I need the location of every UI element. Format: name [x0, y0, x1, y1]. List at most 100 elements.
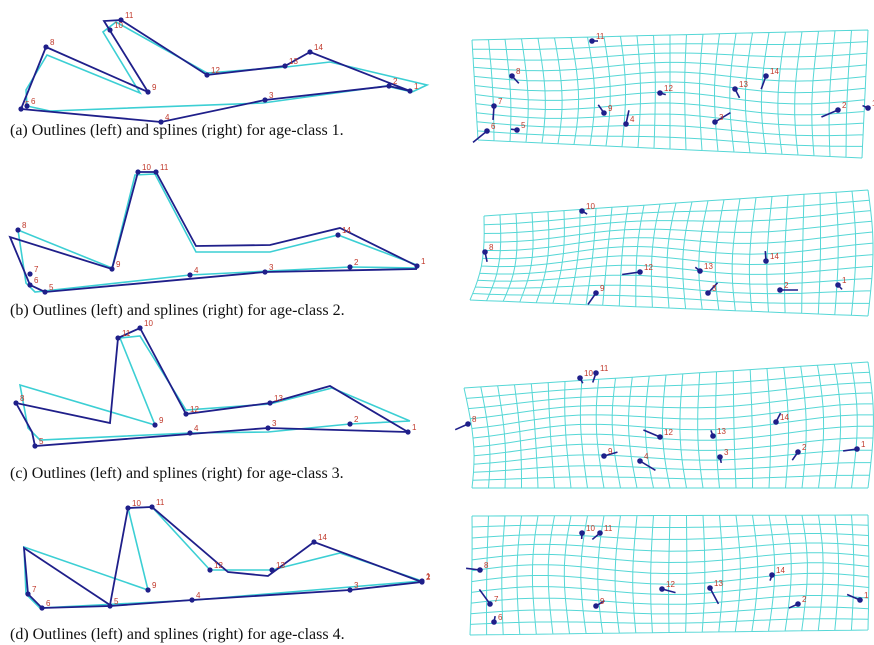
landmark-vector — [639, 460, 656, 471]
landmark-label: 2 — [426, 573, 431, 582]
landmark-dot — [187, 430, 193, 436]
landmark-dot — [419, 578, 425, 584]
landmark-label: 10 — [586, 202, 595, 211]
spline-grid-1 — [469, 189, 874, 317]
landmark-label: 14 — [780, 413, 789, 422]
landmark-dot — [637, 269, 643, 275]
landmark-label: 2 — [784, 281, 789, 290]
landmark-label: 1 — [412, 423, 417, 432]
landmark-dot — [465, 421, 471, 427]
landmark-label: 4 — [630, 115, 635, 124]
landmark-label: 13 — [714, 579, 723, 588]
landmark-label: 13 — [704, 262, 713, 271]
landmark-label: 8 — [472, 415, 477, 424]
landmark-dot — [657, 90, 663, 96]
landmark-label: 3 — [269, 91, 274, 100]
landmark-dot — [189, 597, 195, 603]
landmark-dot — [262, 269, 268, 275]
landmark-label: 4 — [196, 591, 201, 600]
landmark-dot — [311, 539, 317, 545]
landmark-label: 9 — [600, 597, 605, 606]
panel-c — [14, 326, 411, 447]
landmark-dot — [125, 505, 131, 511]
landmark-dot — [795, 601, 801, 607]
landmark-vector — [714, 112, 731, 123]
landmark-label: 9 — [152, 581, 157, 590]
landmark-dot — [763, 258, 769, 264]
landmark-dot — [115, 335, 121, 341]
landmark-label: 12 — [666, 580, 675, 589]
landmark-dot — [158, 119, 164, 125]
landmark-label: 2 — [802, 443, 807, 452]
landmark-vector — [472, 130, 488, 143]
landmark-dot — [835, 282, 841, 288]
landmark-label: 13 — [289, 57, 298, 66]
landmark-label: 11 — [122, 329, 131, 338]
landmark-label: 11 — [604, 524, 613, 533]
landmark-label: 11 — [600, 364, 609, 373]
landmark-dot — [109, 266, 115, 272]
landmarks-right-1: 10 8 9 12 13 14 3 2 1 — [482, 202, 847, 305]
landmark-dot — [857, 597, 863, 603]
landmark-label: 13 — [276, 561, 285, 570]
landmark-dot — [601, 453, 607, 459]
landmark-label: 5 — [521, 121, 526, 130]
landmark-dot — [697, 268, 703, 274]
landmark-label: 14 — [342, 226, 351, 235]
landmark-dot — [705, 290, 711, 296]
landmark-label: 7 — [34, 265, 39, 274]
overlay: 1110891213145643211011879564321141110891… — [13, 11, 874, 636]
landmark-label: 3 — [724, 448, 729, 457]
spline-grid-3 — [469, 514, 870, 636]
landmark-label: 12 — [664, 84, 673, 93]
landmark-label: 14 — [770, 67, 779, 76]
landmark-dot — [42, 289, 48, 295]
landmark-dot — [347, 264, 353, 270]
landmark-dot — [269, 567, 275, 573]
landmark-dot — [623, 121, 629, 127]
landmarks-right-0: 11 8 7 6 5 9 4 3 12 13 14 2 1 — [472, 32, 874, 143]
outline-dark-d — [22, 506, 423, 609]
landmark-dot — [307, 49, 313, 55]
landmark-label: 14 — [770, 252, 779, 261]
caption-b: (b) Outlines (left) and splines (right) … — [10, 302, 345, 319]
landmark-dot — [27, 271, 33, 277]
landmark-label: 14 — [314, 43, 323, 52]
landmark-label: 9 — [159, 416, 164, 425]
landmark-dot — [153, 169, 159, 175]
landmark-dot — [15, 227, 21, 233]
landmark-label: 2 — [802, 595, 807, 604]
landmark-dot — [717, 454, 723, 460]
landmark-dot — [835, 107, 841, 113]
landmark-dot — [207, 567, 213, 573]
landmark-dot — [795, 449, 801, 455]
landmark-dot — [43, 44, 49, 50]
landmark-dot — [265, 425, 271, 431]
grid-lines-1 — [469, 189, 874, 317]
landmark-dot — [593, 603, 599, 609]
landmark-dot — [732, 86, 738, 92]
landmark-dot — [484, 128, 490, 134]
landmark-label: 9 — [152, 83, 157, 92]
landmark-dot — [386, 83, 392, 89]
outline-light-b — [16, 173, 419, 293]
landmark-dot — [347, 421, 353, 427]
landmark-dot — [118, 17, 124, 23]
landmark-label: 3 — [269, 263, 274, 272]
landmark-label: 10 — [584, 369, 593, 378]
landmark-dot — [135, 169, 141, 175]
landmark-label: 4 — [644, 452, 649, 461]
landmark-label: 7 — [494, 595, 499, 604]
landmark-dot — [39, 605, 45, 611]
landmark-dot — [577, 375, 583, 381]
spline-grid-0 — [471, 29, 869, 159]
landmark-vector — [643, 429, 661, 438]
outline-light-a — [25, 21, 430, 112]
landmark-label: 1 — [861, 440, 866, 449]
landmark-label: 6 — [498, 613, 503, 622]
landmark-vector — [622, 271, 641, 276]
landmark-dot — [601, 110, 607, 116]
landmark-label: 5 — [114, 597, 119, 606]
landmark-label: 1 — [842, 276, 847, 285]
